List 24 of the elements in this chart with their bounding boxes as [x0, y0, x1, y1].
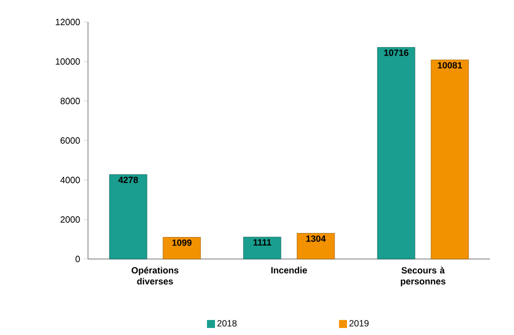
- bar: [296, 233, 335, 260]
- y-tick-label: 8000: [60, 98, 80, 104]
- y-tick-label: 10000: [56, 58, 80, 65]
- bar: [243, 236, 282, 260]
- y-tick-label: 2000: [60, 216, 80, 223]
- legend-label: 2019: [349, 320, 369, 326]
- data-label: 4278: [118, 176, 138, 184]
- bar: [162, 237, 201, 260]
- y-tick-label: 6000: [60, 137, 80, 144]
- y-tick-label: 12000: [56, 18, 80, 26]
- y-tick-label: 4000: [60, 176, 80, 184]
- data-label: 10716: [384, 50, 408, 56]
- x-tick-label: Incendie: [271, 266, 307, 274]
- bar: [377, 47, 416, 260]
- y-tick-label: 0: [76, 256, 80, 262]
- data-label: 1304: [306, 235, 326, 242]
- x-tick-label: Secours à personnes: [400, 266, 446, 286]
- data-label: 10081: [438, 62, 462, 68]
- data-label: 1099: [172, 239, 192, 246]
- x-tick-label: Opérations diverses: [132, 266, 178, 284]
- legend-label: 2018: [217, 320, 237, 326]
- bar: [109, 174, 148, 260]
- data-label: 1111: [254, 239, 272, 246]
- bar: [430, 60, 469, 260]
